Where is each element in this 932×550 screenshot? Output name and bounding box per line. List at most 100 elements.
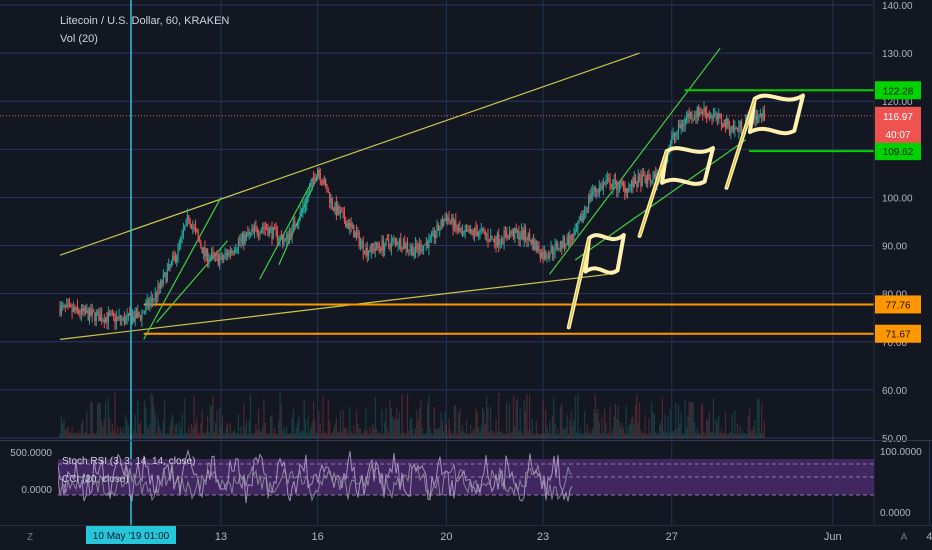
volume-bar	[221, 416, 223, 438]
volume-bar	[314, 419, 316, 438]
volume-bar	[750, 431, 752, 438]
candle-body	[549, 253, 551, 258]
price-axis-background	[874, 0, 932, 440]
candle-body	[306, 196, 308, 205]
candle-body	[302, 207, 304, 212]
candle-body	[263, 227, 265, 229]
volume-bar	[605, 423, 607, 438]
volume-bar	[342, 409, 344, 438]
volume-bar	[567, 433, 570, 438]
volume-bar	[665, 432, 668, 438]
candle-body	[704, 107, 706, 113]
volume-bar	[382, 433, 384, 438]
candle-body	[308, 187, 311, 195]
indicator-pane[interactable]: 500.0000 0.0000 100.0000 0.0000 Stoch RS…	[0, 440, 932, 526]
volume-bar	[610, 433, 613, 438]
candle-body	[420, 244, 422, 252]
candle-body	[461, 232, 464, 233]
candle-body	[480, 229, 482, 230]
volume-bar	[530, 431, 532, 438]
candle-body	[495, 243, 497, 247]
candle-body	[533, 239, 535, 250]
candle-body	[618, 182, 621, 190]
volume-bar	[299, 433, 301, 438]
volume-bar	[719, 433, 721, 438]
cci-label[interactable]: CCI (20, close)	[62, 474, 129, 485]
volume-bar	[400, 433, 402, 438]
candle-body	[114, 315, 116, 323]
candle-body	[177, 244, 179, 256]
candle-body	[382, 240, 384, 251]
candle-body	[482, 228, 484, 230]
candle-body	[87, 310, 89, 320]
volume-bar	[62, 423, 64, 438]
price-tick-2: 120.00	[882, 97, 913, 108]
volume-bar	[656, 433, 658, 438]
volume-bar	[255, 423, 257, 438]
volume-bar	[115, 433, 117, 438]
volume-bar	[574, 396, 576, 438]
volume-bar	[457, 413, 460, 438]
candle-body	[689, 112, 692, 118]
volume-bar	[100, 420, 103, 438]
volume-bar	[346, 428, 348, 438]
volume-bar	[762, 433, 764, 438]
candle-body	[201, 247, 203, 254]
candle-body	[206, 249, 209, 262]
candle-body	[637, 175, 639, 187]
price-axis[interactable]	[873, 0, 932, 525]
candle-body	[158, 285, 160, 288]
volume-bar	[59, 433, 61, 438]
stoch-rsi-label[interactable]: Stoch RSI (3, 3, 14, 14, close)	[62, 456, 195, 467]
volume-bar	[121, 432, 123, 438]
timezone-icon[interactable]: Z	[27, 532, 33, 543]
candle-body	[68, 304, 70, 306]
candle-body	[421, 249, 423, 252]
volume-bar	[531, 419, 533, 438]
candle-body	[667, 153, 669, 162]
candle-body	[473, 228, 476, 235]
volume-bar	[353, 425, 355, 438]
volume-bar	[64, 429, 66, 438]
candle-body	[683, 124, 685, 127]
flag-pole-inner	[725, 98, 756, 189]
volume-bar	[510, 432, 512, 438]
candle-body	[166, 269, 168, 282]
candle-body	[351, 225, 354, 227]
candle-body	[241, 233, 244, 239]
auto-scale-icon[interactable]: A	[901, 532, 908, 543]
volume-bar	[643, 432, 645, 438]
volume-bar	[435, 428, 437, 438]
volume-bar	[264, 422, 266, 438]
candle-body	[92, 310, 95, 313]
symbol-title[interactable]: Litecoin / U.S. Dollar, 60, KRAKEN	[60, 15, 229, 27]
volume-bar	[598, 422, 600, 438]
volume-bar	[625, 405, 627, 438]
candle-body	[288, 233, 291, 241]
volume-bar	[551, 416, 553, 438]
candle-body	[522, 230, 524, 241]
candle-body	[111, 313, 113, 315]
volume-bar	[280, 404, 282, 438]
volume-indicator-label[interactable]: Vol (20)	[60, 33, 98, 45]
volume-bar	[433, 406, 435, 438]
volume-bar	[436, 428, 438, 438]
volume-bar	[694, 422, 696, 438]
candle-body	[589, 196, 591, 200]
candle-body	[598, 186, 600, 193]
candle-body	[567, 236, 570, 246]
candle-body	[514, 228, 516, 239]
candle-body	[95, 312, 97, 322]
candle-body	[680, 124, 682, 129]
volume-bar	[341, 432, 343, 438]
trendline-6	[548, 47, 721, 275]
volume-bar	[534, 433, 536, 438]
volume-bar	[377, 433, 379, 438]
candle-body	[418, 244, 421, 251]
time-axis[interactable]: 1316202327Jun4710 10 May '19 01:00 Z A	[0, 525, 932, 550]
candle-body	[451, 217, 453, 222]
candle-body	[62, 305, 64, 307]
volume-bar	[421, 427, 423, 438]
candle-body	[528, 233, 531, 240]
